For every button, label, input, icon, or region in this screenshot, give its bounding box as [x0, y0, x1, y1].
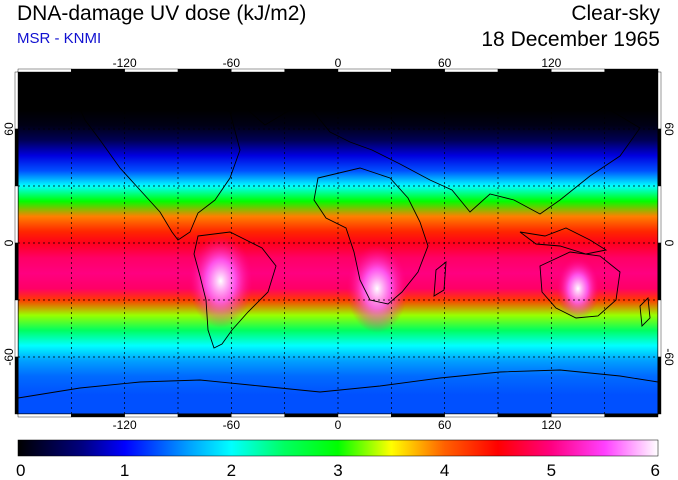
- coast-eurasia: [311, 83, 641, 215]
- frame-tick-left: [14, 128, 19, 187]
- lon-label-top: -60: [223, 56, 241, 70]
- frame-tick-bottom: [444, 413, 499, 418]
- map-title: DNA-damage UV dose (kJ/m2): [17, 2, 307, 25]
- coast-greenland: [239, 81, 301, 126]
- lat-label-left: -60: [2, 348, 16, 366]
- coast-indonesia: [519, 227, 608, 255]
- frame-tick-bottom: [177, 413, 232, 418]
- lat-label-left: 60: [2, 122, 16, 136]
- frame-tick-bottom: [124, 413, 179, 418]
- date-label: 18 December 1965: [481, 28, 660, 51]
- colorbar-tick-label: 6: [651, 461, 660, 480]
- lon-label-bottom: 0: [335, 418, 342, 432]
- frame-tick-bottom: [604, 413, 659, 418]
- frame-tick-right: [657, 242, 662, 301]
- frame-tick-top: [604, 68, 659, 73]
- lon-label-top: 0: [335, 56, 342, 70]
- frame-tick-top: [284, 68, 339, 73]
- hotspot-layer: [188, 234, 600, 333]
- colorbar-tick-label: 3: [333, 461, 342, 480]
- colorbar-tick-label: 5: [547, 461, 556, 480]
- source-label: MSR - KNMI: [17, 30, 102, 47]
- lat-label-right: -60: [662, 348, 676, 366]
- coast-north-america: [74, 89, 241, 241]
- frame-tick-bottom: [71, 413, 125, 418]
- frame-tick-left: [14, 185, 19, 244]
- lon-label-top: 60: [438, 56, 452, 70]
- coast-antarctica: [18, 369, 658, 399]
- lat-label-right: 0: [662, 240, 676, 247]
- colorbar-tick-label: 4: [440, 461, 449, 480]
- coast-madagascar: [433, 261, 447, 297]
- coast-new-zealand: [639, 297, 651, 327]
- lon-label-bottom: 120: [541, 418, 561, 432]
- frame-tick-bottom: [284, 413, 339, 418]
- lon-label-bottom: -120: [113, 418, 137, 432]
- frame-tick-right: [657, 356, 662, 415]
- lat-label-left: 0: [2, 239, 16, 246]
- coastlines: [18, 81, 658, 399]
- frame-ticks: [14, 68, 662, 418]
- colorbar-tick-label: 1: [120, 461, 129, 480]
- lat-label-right: 60: [662, 122, 676, 136]
- frame-tick-left: [14, 71, 19, 130]
- frame-tick-top: [337, 68, 392, 73]
- frame-tick-top: [17, 68, 72, 73]
- hotspot-2: [556, 257, 600, 320]
- lon-label-top: -120: [113, 56, 137, 70]
- lon-label-bottom: 60: [438, 418, 452, 432]
- frame-tick-top: [444, 68, 499, 73]
- frame-tick-top: [391, 68, 445, 73]
- lon-label-bottom: -60: [223, 418, 241, 432]
- frame-tick-bottom: [337, 413, 392, 418]
- map-panel: [18, 72, 658, 414]
- frame-tick-bottom: [17, 413, 72, 418]
- colorbar-ticks: 0 1 2 3 4 5 6: [16, 461, 660, 480]
- coast-south-america: [193, 231, 277, 349]
- lon-label-top: 120: [541, 56, 561, 70]
- frame-tick-bottom: [391, 413, 445, 418]
- frame-tick-bottom: [231, 413, 285, 418]
- coast-africa: [313, 167, 429, 305]
- frame-tick-right: [657, 71, 662, 130]
- colorbar-tick-label: 0: [16, 461, 25, 480]
- graticule: [18, 72, 658, 414]
- frame-tick-bottom: [497, 413, 552, 418]
- hotspot-0: [188, 234, 254, 328]
- sky-condition-label: Clear-sky: [571, 2, 660, 25]
- axis-labels: -120 -120 -60 -60 0 0 60 60 120 120 60 60 0 0 -60 -60: [2, 56, 676, 432]
- hotspot-1: [346, 244, 408, 333]
- frame-tick-left: [14, 242, 19, 301]
- colorbar: [17, 439, 659, 457]
- colorbar-tick-label: 2: [227, 461, 236, 480]
- frame-tick-right: [657, 128, 662, 187]
- frame-tick-left: [14, 356, 19, 415]
- frame-tick-bottom: [551, 413, 605, 418]
- frame-tick-right: [657, 299, 662, 358]
- frame-tick-right: [657, 185, 662, 244]
